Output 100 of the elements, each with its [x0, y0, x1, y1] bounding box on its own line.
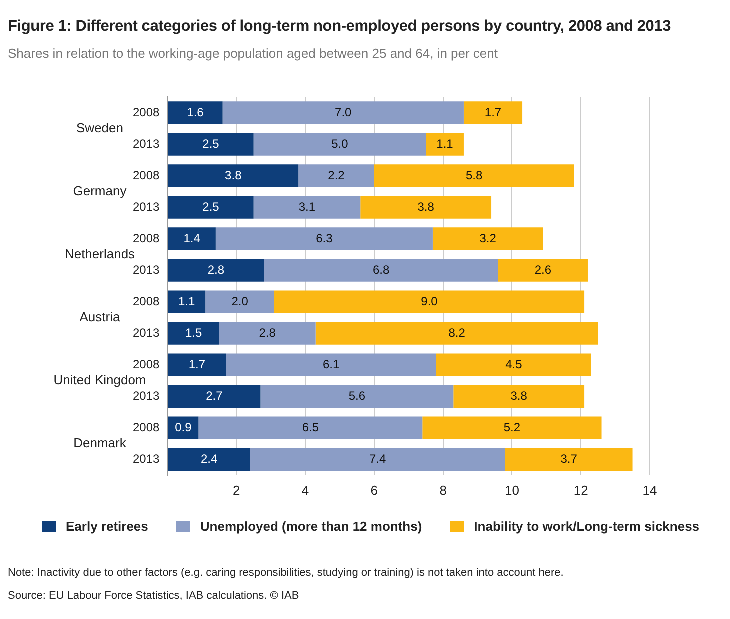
x-tick-label: 10 — [504, 482, 520, 498]
bar — [498, 259, 588, 282]
data-label: 1.1 — [178, 294, 196, 308]
bar — [216, 228, 433, 250]
y-tick-label: 2008 — [132, 294, 160, 308]
y-tick-label: 2008 — [132, 420, 160, 434]
bar — [168, 385, 261, 408]
data-label: 2.4 — [200, 452, 218, 466]
data-label: 2.6 — [534, 262, 552, 277]
bar — [168, 448, 250, 471]
y-tick-label: 2008 — [132, 357, 160, 372]
data-label: 1.7 — [188, 357, 206, 372]
data-label: 9.0 — [421, 294, 438, 308]
bar — [198, 416, 423, 440]
text: Austria — [80, 309, 121, 324]
bar — [254, 196, 361, 219]
data-label: 0.9 — [175, 420, 192, 434]
data-label: 8.2 — [448, 326, 466, 340]
data-label: 1.6 — [187, 105, 204, 120]
chart-title: Figure 1: Different categories of long-term non-employed persons by country, 2008 and 2013 — [8, 18, 672, 36]
y-tick-label: 2013 — [132, 452, 160, 466]
bar — [168, 354, 226, 376]
data-label: 1.1 — [436, 136, 454, 151]
bar — [168, 102, 223, 124]
data-label: 3.8 — [418, 200, 435, 214]
text: Note: Inactivity due to other factors (e.g. caring responsibilities, studying or training) is not taken into account here. — [8, 567, 564, 579]
y-tick-label: 2013 — [132, 262, 160, 277]
bar — [219, 322, 316, 345]
bar — [422, 416, 602, 440]
data-label: 3.8 — [510, 388, 528, 403]
bar — [264, 259, 498, 282]
data-label: 5.6 — [348, 388, 366, 403]
y-tick-label: 2013 — [132, 136, 160, 151]
bar — [454, 385, 585, 408]
bar — [226, 354, 436, 376]
data-label: 2.5 — [202, 136, 220, 151]
text: Denmark — [74, 435, 127, 450]
data-label: 2.8 — [208, 262, 225, 277]
data-label: 3.1 — [298, 200, 316, 214]
y-tick-label: 2008 — [132, 168, 160, 182]
bar — [505, 448, 633, 471]
legend-label: Early retirees — [65, 519, 148, 534]
data-label: 4.5 — [506, 357, 523, 372]
bar — [316, 322, 598, 345]
data-label: 1.5 — [185, 326, 202, 340]
source-note: Source: EU Labour Force Statistics, IAB calculations. © IAB — [8, 590, 300, 602]
bar — [168, 164, 299, 188]
data-label: 2.0 — [232, 294, 249, 308]
text: United Kingdom — [54, 372, 146, 388]
y-tick-label: 2013 — [132, 200, 160, 214]
data-label: 3.7 — [560, 452, 578, 466]
bar — [222, 102, 464, 124]
bar — [426, 133, 464, 156]
x-tick-label: 4 — [302, 482, 310, 498]
data-label: 2.8 — [259, 326, 276, 340]
legend-label: Inability to work/Long-term sickness — [473, 519, 700, 534]
bar — [374, 164, 574, 188]
y-tick-label: 2013 — [132, 388, 160, 403]
bar — [274, 290, 585, 314]
bar — [464, 102, 523, 124]
data-label: 3.2 — [480, 231, 497, 246]
x-tick-label: 12 — [574, 482, 588, 498]
data-label: 7.4 — [370, 452, 387, 466]
data-label: 6.5 — [302, 420, 320, 434]
x-tick-label: 2 — [232, 482, 240, 498]
bar — [168, 322, 220, 345]
bar — [360, 196, 492, 219]
text: Sweden — [76, 120, 124, 136]
y-tick-label: 2008 — [132, 105, 160, 120]
data-label: 6.8 — [372, 262, 390, 277]
data-label: 5.0 — [332, 136, 349, 151]
bar — [436, 354, 592, 376]
bar — [168, 416, 199, 440]
text: Germany — [73, 183, 128, 198]
x-tick-label: 8 — [440, 482, 447, 498]
text: Netherlands — [64, 246, 136, 262]
bar — [206, 290, 274, 314]
bar — [260, 385, 454, 408]
data-label: 5.2 — [504, 420, 521, 434]
data-label: 1.7 — [484, 105, 502, 120]
y-tick-label: 2013 — [132, 326, 160, 340]
bar — [168, 133, 254, 156]
y-tick-label: 2008 — [132, 231, 160, 246]
bar — [298, 164, 374, 188]
bar — [168, 196, 254, 219]
data-label: 6.3 — [316, 231, 334, 246]
data-label: 6.1 — [322, 357, 340, 372]
bar — [254, 133, 426, 156]
data-label: 2.2 — [328, 168, 346, 182]
data-label: 2.5 — [202, 200, 220, 214]
bar — [168, 228, 216, 250]
bar — [168, 290, 206, 314]
bar — [168, 259, 264, 282]
data-label: 2.7 — [206, 388, 224, 403]
x-tick-label: 14 — [642, 482, 658, 498]
data-label: 7.0 — [335, 105, 352, 120]
bar — [250, 448, 506, 471]
chart-subtitle: Shares in relation to the working-age population aged between 25 and 64, in per cent — [8, 46, 498, 61]
data-label: 1.4 — [184, 231, 201, 246]
bar — [432, 228, 544, 250]
